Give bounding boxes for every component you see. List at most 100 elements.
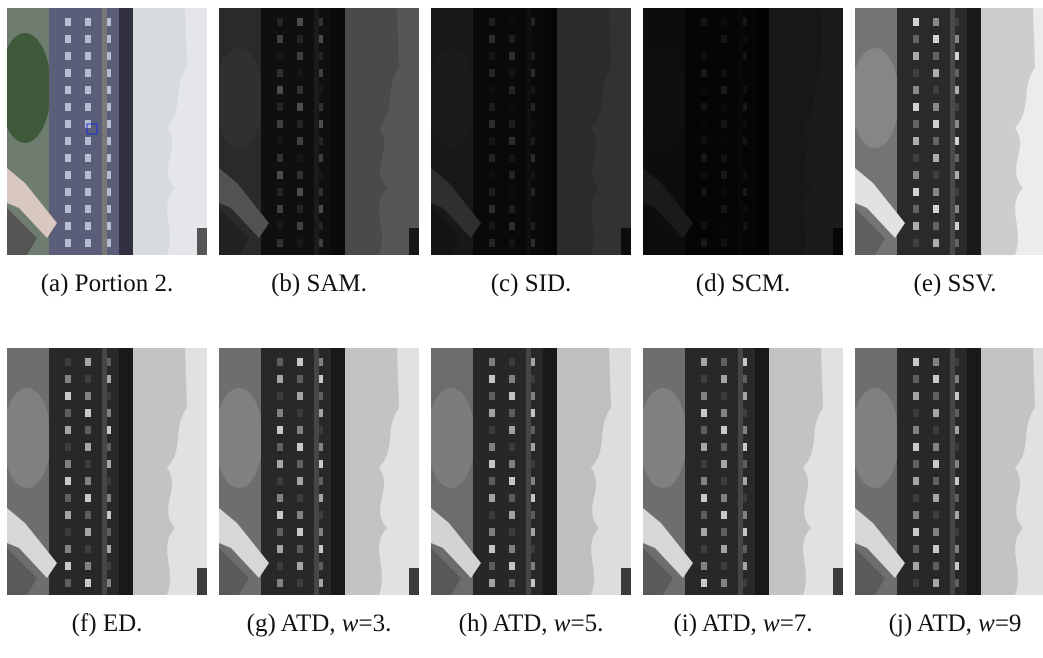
window [85, 494, 91, 502]
window [721, 69, 727, 77]
region [897, 348, 967, 595]
caption-part: (d) SCM. [695, 270, 791, 297]
window [65, 137, 71, 145]
tree [855, 48, 899, 148]
window [85, 171, 91, 179]
window [297, 171, 303, 179]
window [913, 477, 919, 485]
window [509, 205, 515, 213]
window [701, 426, 707, 434]
region [473, 8, 543, 255]
panel: (b) SAM. [219, 8, 431, 318]
window [105, 171, 111, 179]
window [317, 460, 323, 468]
window [741, 426, 747, 434]
window [741, 545, 747, 553]
window [913, 528, 919, 536]
cloud-edge [167, 348, 207, 595]
region [967, 348, 981, 595]
window [953, 69, 959, 77]
region [314, 8, 319, 255]
caption: (a) Portion 2. [1, 270, 213, 298]
window [317, 171, 323, 179]
structure-shadow [7, 548, 37, 595]
structure [431, 508, 481, 578]
window [317, 477, 323, 485]
window [933, 545, 939, 553]
window [529, 154, 535, 162]
window [913, 205, 919, 213]
window [741, 18, 747, 26]
window [741, 358, 747, 366]
window [277, 579, 283, 587]
caption: (f) ED. [1, 610, 213, 638]
structure [7, 168, 57, 238]
window [277, 137, 283, 145]
window [721, 460, 727, 468]
window [489, 103, 495, 111]
window [317, 69, 323, 77]
window [933, 409, 939, 417]
window [65, 460, 71, 468]
window [489, 222, 495, 230]
window [85, 18, 91, 26]
window [277, 409, 283, 417]
window [913, 188, 919, 196]
window [509, 239, 515, 247]
region [526, 8, 531, 255]
window [953, 18, 959, 26]
window [277, 52, 283, 60]
window [741, 52, 747, 60]
window [741, 375, 747, 383]
window [317, 528, 323, 536]
window [317, 103, 323, 111]
structure-shadow [643, 548, 673, 595]
window [85, 409, 91, 417]
window [721, 358, 727, 366]
window [509, 511, 515, 519]
window [297, 511, 303, 519]
window [933, 494, 939, 502]
caption-part: (a) Portion 2. [40, 270, 174, 297]
window [297, 103, 303, 111]
window [953, 239, 959, 247]
window [317, 409, 323, 417]
region [833, 228, 843, 255]
window [65, 562, 71, 570]
window [953, 545, 959, 553]
window [933, 579, 939, 587]
window [529, 188, 535, 196]
window [701, 120, 707, 128]
panel-image [855, 8, 1043, 255]
window [721, 545, 727, 553]
window [741, 477, 747, 485]
window [529, 460, 535, 468]
window [701, 154, 707, 162]
window [317, 443, 323, 451]
window [953, 392, 959, 400]
window [277, 18, 283, 26]
caption: (j) ATD, w=9 [849, 610, 1043, 638]
panel: (a) Portion 2. [7, 8, 219, 318]
window [297, 443, 303, 451]
window [509, 86, 515, 94]
window [953, 375, 959, 383]
window [489, 69, 495, 77]
window [933, 392, 939, 400]
window [741, 494, 747, 502]
region [473, 348, 543, 595]
region [738, 8, 743, 255]
window [297, 579, 303, 587]
window [85, 545, 91, 553]
caption-part: w [978, 610, 995, 637]
region [967, 8, 981, 255]
window [317, 154, 323, 162]
window [721, 188, 727, 196]
window [913, 52, 919, 60]
window [489, 171, 495, 179]
window [701, 494, 707, 502]
window [529, 409, 535, 417]
region [102, 8, 107, 255]
window [85, 358, 91, 366]
window [105, 375, 111, 383]
